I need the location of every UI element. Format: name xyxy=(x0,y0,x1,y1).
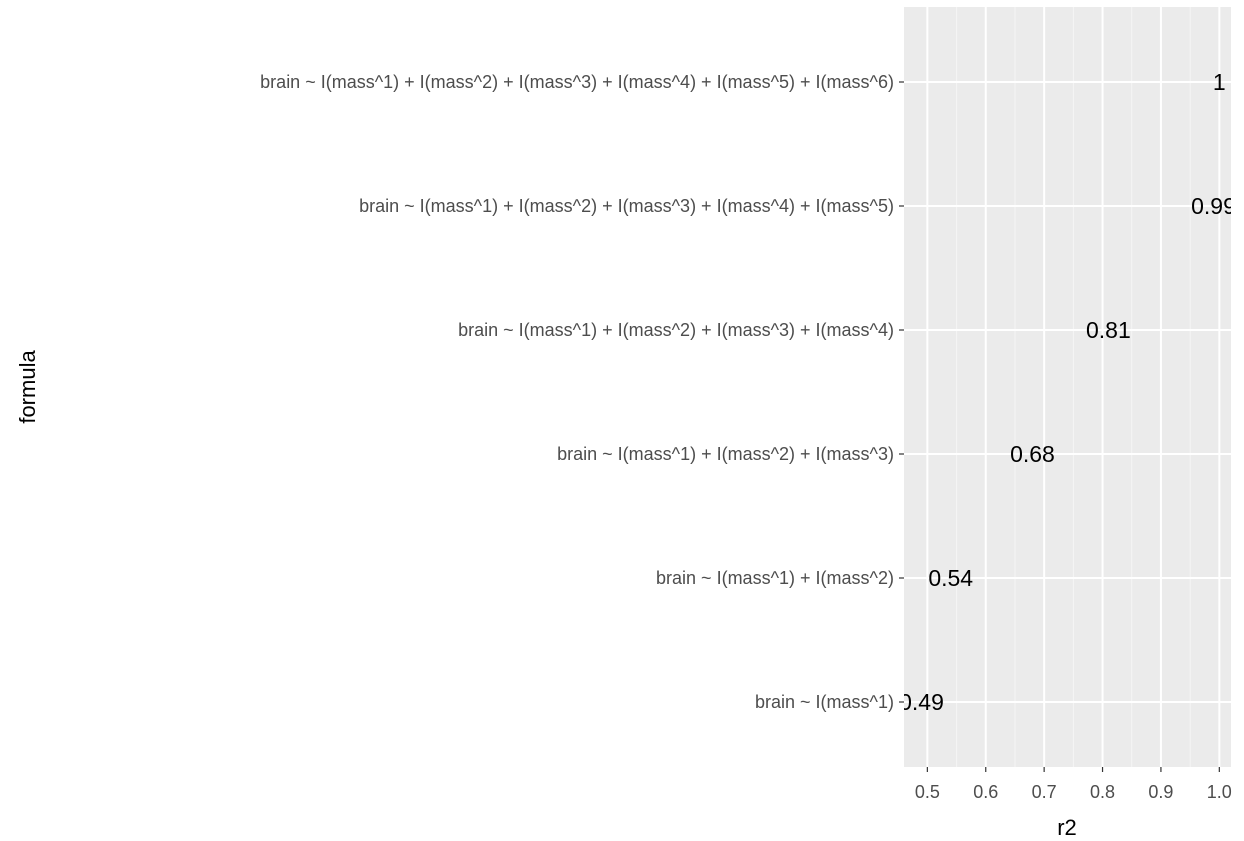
y-tick-label: brain ~ I(mass^1) xyxy=(755,692,894,712)
y-tick-label: brain ~ I(mass^1) + I(mass^2) + I(mass^3… xyxy=(359,196,894,216)
y-tick-label: brain ~ I(mass^1) + I(mass^2) + I(mass^3… xyxy=(260,72,894,92)
data-point-label: 0.49 xyxy=(899,689,944,715)
data-point-label: 1 xyxy=(1213,69,1226,95)
data-point-label: 0.99 xyxy=(1191,193,1236,219)
x-tick-label: 0.9 xyxy=(1148,782,1173,802)
y-axis-tick-labels: brain ~ I(mass^1) brain ~ I(mass^1) + I(m… xyxy=(260,72,894,712)
y-tick-label: brain ~ I(mass^1) + I(mass^2) xyxy=(656,568,894,588)
data-point-label: 0.54 xyxy=(928,565,973,591)
data-point-label: 0.68 xyxy=(1010,441,1055,467)
minor-gridlines xyxy=(956,7,1191,767)
y-tick-label: brain ~ I(mass^1) + I(mass^2) + I(mass^3… xyxy=(557,444,894,464)
x-tick-label: 1.0 xyxy=(1207,782,1232,802)
x-axis-ticks xyxy=(926,767,1220,772)
x-tick-label: 0.6 xyxy=(973,782,998,802)
data-point-label: 0.81 xyxy=(1086,317,1131,343)
y-axis-ticks xyxy=(899,81,904,703)
y-tick-label: brain ~ I(mass^1) + I(mass^2) + I(mass^3… xyxy=(458,320,894,340)
data-labels: 0.49 0.54 0.68 0.81 0.99 1 xyxy=(899,69,1236,715)
x-tick-label: 0.7 xyxy=(1032,782,1057,802)
x-tick-label: 0.5 xyxy=(915,782,940,802)
plot-panel xyxy=(904,7,1231,767)
major-gridlines xyxy=(904,7,1231,767)
x-axis-tick-labels: 0.5 0.6 0.7 0.8 0.9 1.0 xyxy=(915,782,1232,802)
y-axis-title: formula xyxy=(15,350,40,424)
x-axis-title: r2 xyxy=(1057,815,1077,840)
x-tick-label: 0.8 xyxy=(1090,782,1115,802)
